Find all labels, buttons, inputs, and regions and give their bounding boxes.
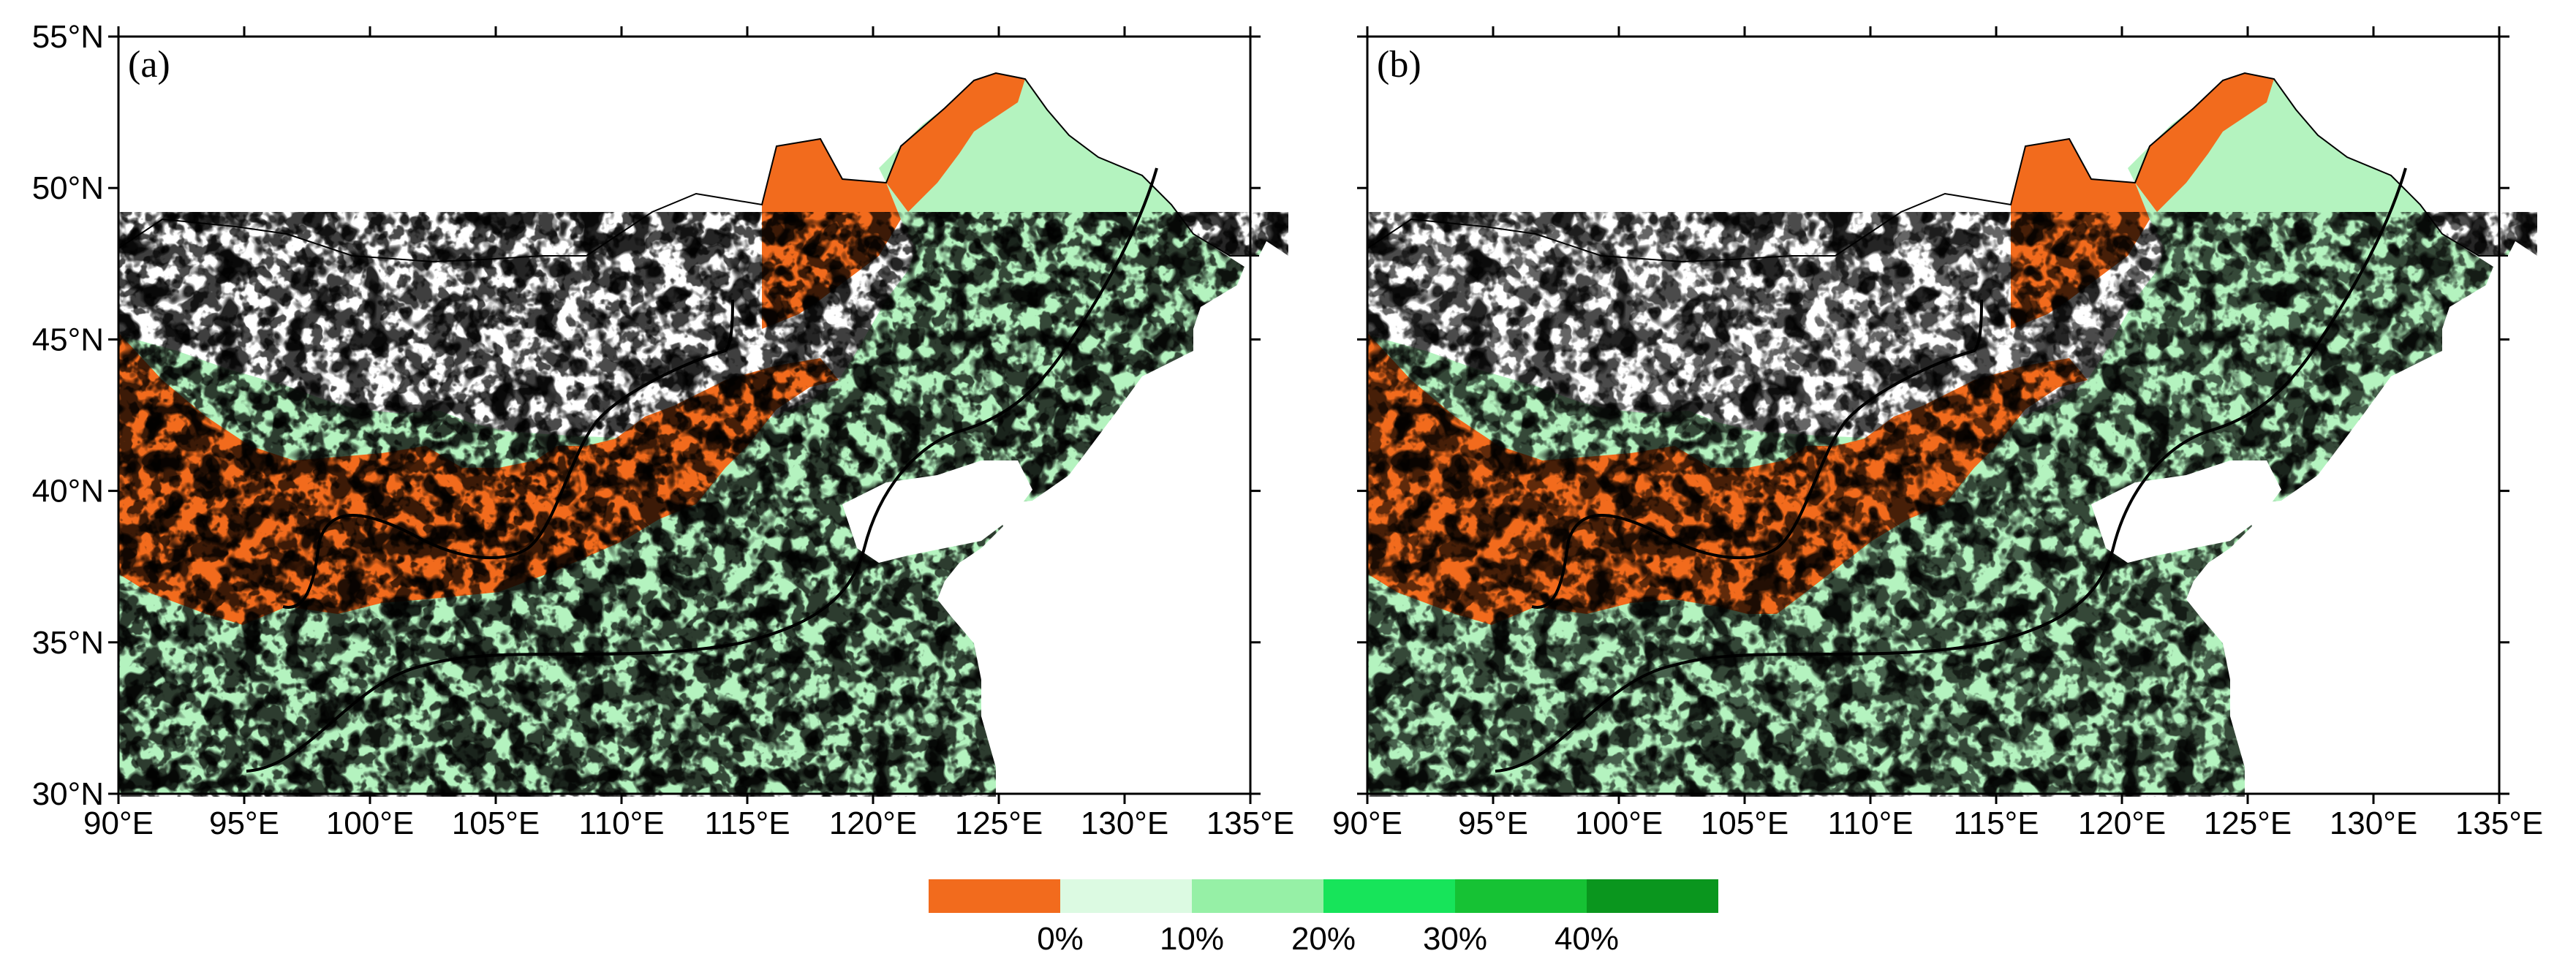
boundary-curve-2 [1495,167,2407,773]
map-panel-a [117,33,1361,797]
colorbar-swatch [1192,879,1323,913]
lon-tick-label: 100°E [326,805,414,841]
boundary-curve-2 [246,167,1158,773]
coastline [118,72,1259,263]
colorbar-label: 20% [1291,921,1356,957]
lon-tick-label: 130°E [1081,805,1168,841]
mongolia-blank [118,33,915,262]
boundary-curve-1 [282,299,734,609]
colorbar-swatch [1060,879,1192,913]
lon-tick-label: 130°E [2330,805,2417,841]
colorbar-label: 0% [1037,921,1084,957]
mongolia-blank [1367,33,2164,262]
lon-tick-label: 105°E [1701,805,1789,841]
lon-tick-label: 100°E [1575,805,1663,841]
lat-tick-label: 55°N [32,19,104,55]
lon-tick-label: 115°E [1953,805,2039,841]
lon-tick-label: 135°E [1206,805,1294,841]
panel-label-a: (a) [128,44,170,86]
lon-tick-label: 95°E [209,805,279,841]
sea-east [937,504,1361,797]
colorbar-label: 10% [1160,921,1224,957]
colorbar-label: 30% [1423,921,1487,957]
sea-northeast [996,234,1361,504]
lat-tick-label: 35°N [32,625,104,661]
lon-tick-label: 125°E [2204,805,2292,841]
lon-tick-label: 135°E [2455,805,2543,841]
lon-tick-label: 90°E [83,805,154,841]
lat-tick-label: 40°N [32,474,104,509]
lon-tick-label: 115°E [704,805,790,841]
lon-tick-label: 105°E [452,805,540,841]
sea-east [2186,504,2576,797]
lon-tick-label: 95°E [1458,805,1528,841]
lon-tick-label: 120°E [829,805,917,841]
lon-tick-label: 110°E [578,805,664,841]
colorbar-label: 40% [1555,921,1619,957]
map-frame-a [117,35,1252,795]
map-panel-b [1366,33,2576,797]
boundary-curve-1 [1531,299,1983,609]
sea-northeast [2245,234,2576,504]
colorbar-swatch [1455,879,1587,913]
map-frame-b [1366,35,2501,795]
lon-tick-label: 90°E [1332,805,1402,841]
panel-label-b: (b) [1377,44,1421,86]
colorbar-swatch [1323,879,1455,913]
orange-region-north [2135,73,2274,212]
lon-tick-label: 125°E [955,805,1043,841]
coastline [1367,72,2508,263]
lat-tick-label: 45°N [32,322,104,357]
colorbar-swatch [1587,879,1718,913]
colorbar: 0% 10% 20% 30% 40% [929,879,1718,957]
lat-tick-label: 30°N [32,776,104,812]
lat-tick-label: 50°N [32,170,104,206]
lon-tick-label: 110°E [1827,805,1913,841]
orange-region-north [886,73,1025,212]
colorbar-swatch [929,879,1060,913]
axis-ticks: 55°N50°N45°N40°N35°N30°N90°E 95°E 100°E 105… [32,19,2543,841]
lon-tick-label: 120°E [2078,805,2166,841]
